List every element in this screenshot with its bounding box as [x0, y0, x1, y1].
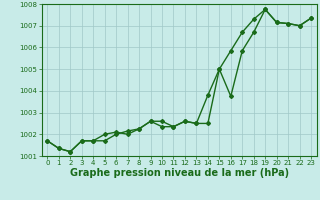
X-axis label: Graphe pression niveau de la mer (hPa): Graphe pression niveau de la mer (hPa): [70, 168, 289, 178]
